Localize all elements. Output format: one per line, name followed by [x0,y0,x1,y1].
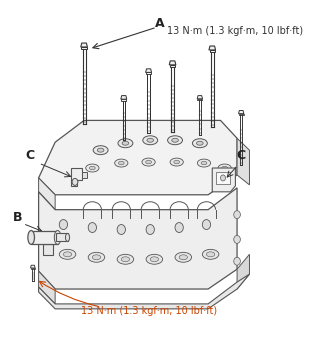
Polygon shape [81,43,87,47]
Ellipse shape [170,158,183,166]
Polygon shape [39,274,250,309]
Ellipse shape [175,252,192,262]
Circle shape [202,220,210,229]
Ellipse shape [150,257,158,262]
Ellipse shape [117,254,134,264]
Polygon shape [39,271,55,304]
Circle shape [234,211,240,219]
Circle shape [234,257,240,265]
Ellipse shape [206,252,215,257]
Polygon shape [56,234,68,241]
Ellipse shape [143,136,158,145]
Ellipse shape [90,166,95,170]
Ellipse shape [172,138,178,142]
Polygon shape [215,172,230,184]
Circle shape [72,178,78,186]
Ellipse shape [197,141,203,145]
Ellipse shape [202,249,219,259]
Polygon shape [237,138,250,185]
Polygon shape [39,120,237,195]
Ellipse shape [115,159,128,167]
Circle shape [234,236,240,243]
Ellipse shape [142,158,155,166]
Polygon shape [197,95,202,99]
Ellipse shape [218,164,231,172]
Ellipse shape [59,249,76,259]
Polygon shape [82,47,87,49]
Circle shape [117,225,126,235]
Polygon shape [197,99,202,100]
Ellipse shape [122,141,129,145]
Polygon shape [210,50,215,52]
Ellipse shape [147,138,153,142]
Circle shape [175,223,183,233]
Ellipse shape [118,139,133,148]
Ellipse shape [222,166,228,170]
Ellipse shape [92,255,101,260]
Text: B: B [13,211,23,224]
Text: 13 N·m (1.3 kgf·m, 10 lbf·ft): 13 N·m (1.3 kgf·m, 10 lbf·ft) [167,26,303,36]
Polygon shape [209,46,215,50]
Text: C: C [237,149,246,162]
Ellipse shape [86,164,99,172]
Polygon shape [71,168,82,186]
Ellipse shape [168,136,183,145]
Ellipse shape [146,254,163,264]
Ellipse shape [88,252,105,262]
Ellipse shape [28,231,34,244]
Ellipse shape [65,234,70,241]
Polygon shape [30,265,35,268]
Bar [82,172,87,178]
Polygon shape [146,69,152,72]
Circle shape [146,225,154,235]
Polygon shape [169,61,176,65]
Ellipse shape [193,139,207,148]
Ellipse shape [54,231,61,244]
Polygon shape [239,110,244,114]
Polygon shape [239,114,244,115]
Ellipse shape [179,255,188,260]
Polygon shape [237,254,250,289]
Polygon shape [121,95,127,99]
Ellipse shape [121,257,130,262]
Ellipse shape [64,252,72,257]
Ellipse shape [118,161,124,165]
Polygon shape [121,99,126,101]
Polygon shape [31,231,58,244]
Ellipse shape [93,146,108,154]
Ellipse shape [201,161,207,165]
Polygon shape [39,188,237,289]
Ellipse shape [197,159,210,167]
Circle shape [220,175,225,181]
Polygon shape [43,244,54,255]
Polygon shape [31,268,35,269]
Polygon shape [39,178,55,210]
Text: 13 N·m (1.3 kgf·m, 10 lbf·ft): 13 N·m (1.3 kgf·m, 10 lbf·ft) [81,306,217,316]
Text: A: A [155,17,165,30]
Ellipse shape [146,160,152,164]
Polygon shape [170,65,175,67]
Polygon shape [212,168,235,192]
Ellipse shape [174,160,179,164]
Ellipse shape [97,148,104,152]
Polygon shape [146,72,151,74]
Text: C: C [26,149,35,162]
Circle shape [88,223,96,233]
Circle shape [59,220,68,229]
